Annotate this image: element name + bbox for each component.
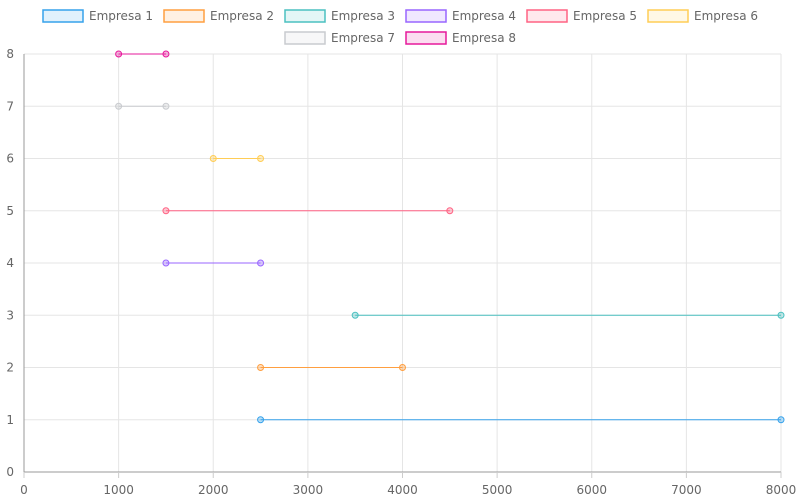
legend-swatch <box>526 9 568 23</box>
data-point <box>257 155 265 162</box>
legend-swatch <box>405 31 447 45</box>
axes: 0 1000 2000 3000 4000 5000 6000 7000 8000 0 1 2 3 4 5 6… <box>6 47 796 497</box>
y-tick-label: 1 <box>6 413 14 427</box>
legend-swatch <box>405 9 447 23</box>
legend-swatch <box>284 9 326 23</box>
series-6 <box>209 155 265 162</box>
legend-label: Empresa 8 <box>452 31 516 45</box>
legend-item[interactable]: Empresa 2 <box>163 9 274 23</box>
data-point <box>777 416 785 424</box>
y-tick-label: 3 <box>6 308 14 322</box>
data-point <box>257 364 265 371</box>
x-tick-label: 3000 <box>293 483 324 497</box>
legend-label: Empresa 5 <box>573 9 637 23</box>
data-point <box>777 311 785 319</box>
legend-item[interactable]: Empresa 3 <box>284 9 395 23</box>
legend-swatch <box>42 9 84 23</box>
x-tick-label: 7000 <box>671 483 702 497</box>
y-tick-label: 0 <box>6 465 14 479</box>
y-tick-label: 8 <box>6 47 14 61</box>
legend-item[interactable]: Empresa 8 <box>405 31 516 45</box>
legend-item[interactable]: Empresa 6 <box>647 9 758 23</box>
data-point <box>115 50 123 58</box>
data-point <box>351 311 359 319</box>
legend-swatch <box>284 31 326 45</box>
series-4 <box>162 259 265 267</box>
y-tick-label: 2 <box>6 361 14 375</box>
legend-label: Empresa 1 <box>89 9 153 23</box>
data-point <box>162 259 170 267</box>
series-5 <box>162 207 454 215</box>
y-tick-label: 6 <box>6 152 14 166</box>
data-point <box>162 207 170 215</box>
series-layer <box>115 50 785 424</box>
legend: Empresa 1 Empresa 2 Empresa 3 Empresa 4 Empr… <box>42 9 758 45</box>
legend-swatch <box>647 9 689 23</box>
x-tick-label: 2000 <box>198 483 229 497</box>
data-point <box>162 102 170 110</box>
x-tick-label: 4000 <box>387 483 418 497</box>
legend-item[interactable]: Empresa 1 <box>42 9 153 23</box>
legend-item[interactable]: Empresa 7 <box>284 31 395 45</box>
series-7 <box>115 102 170 110</box>
y-tick-label: 4 <box>6 256 14 270</box>
series-3 <box>351 311 785 319</box>
legend-item[interactable]: Empresa 5 <box>526 9 637 23</box>
grid <box>24 53 782 472</box>
legend-label: Empresa 2 <box>210 9 274 23</box>
x-tick-label: 1000 <box>103 483 134 497</box>
y-tick-label: 7 <box>6 99 14 113</box>
data-point <box>115 102 123 110</box>
legend-label: Empresa 3 <box>331 9 395 23</box>
legend-label: Empresa 7 <box>331 31 395 45</box>
data-point <box>209 155 217 162</box>
x-tick-label: 5000 <box>482 483 513 497</box>
x-tick-label: 8000 <box>766 483 797 497</box>
y-tick-label: 5 <box>6 204 14 218</box>
series-2 <box>257 364 406 371</box>
data-point <box>446 207 454 215</box>
x-tick-label: 6000 <box>576 483 607 497</box>
x-tick-label: 0 <box>20 483 28 497</box>
data-point <box>162 50 170 58</box>
data-point <box>257 416 265 424</box>
legend-label: Empresa 6 <box>694 9 758 23</box>
legend-item[interactable]: Empresa 4 <box>405 9 516 23</box>
data-point <box>399 364 406 371</box>
legend-label: Empresa 4 <box>452 9 516 23</box>
data-point <box>257 259 265 267</box>
series-1 <box>257 416 785 424</box>
series-8 <box>115 50 170 58</box>
legend-swatch <box>163 9 205 23</box>
